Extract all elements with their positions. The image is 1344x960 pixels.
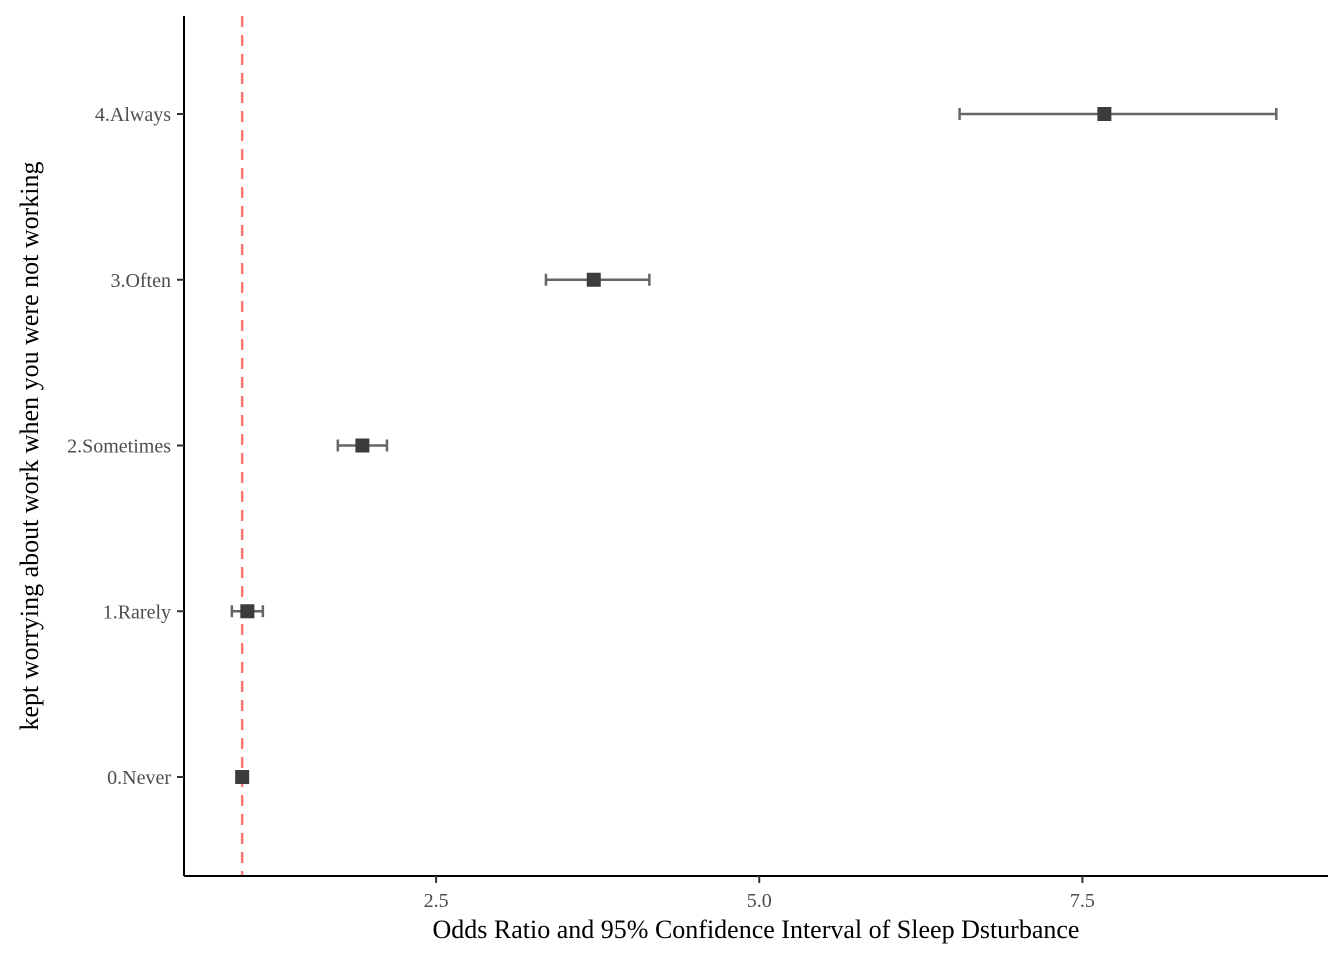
y-tick-label: 0.Never [107, 767, 171, 789]
y-tick-label: 3.Often [110, 270, 171, 292]
y-tick-label: 4.Always [95, 104, 171, 126]
x-tick-label: 7.5 [1070, 890, 1095, 912]
y-tick-label: 2.Sometimes [67, 436, 171, 458]
point-estimate [235, 770, 250, 784]
x-tick-label: 2.5 [424, 890, 449, 912]
point-estimate [1097, 107, 1112, 121]
y-tick-label: 1.Rarely [103, 601, 171, 623]
point-estimate [586, 272, 601, 287]
point-estimate [355, 438, 370, 453]
x-tick-label: 5.0 [747, 890, 772, 912]
y-axis-title: kept worrying about work when you were n… [15, 162, 44, 731]
x-axis-title: Odds Ratio and 95% Confidence Interval o… [433, 915, 1080, 944]
point-estimate [240, 604, 255, 619]
